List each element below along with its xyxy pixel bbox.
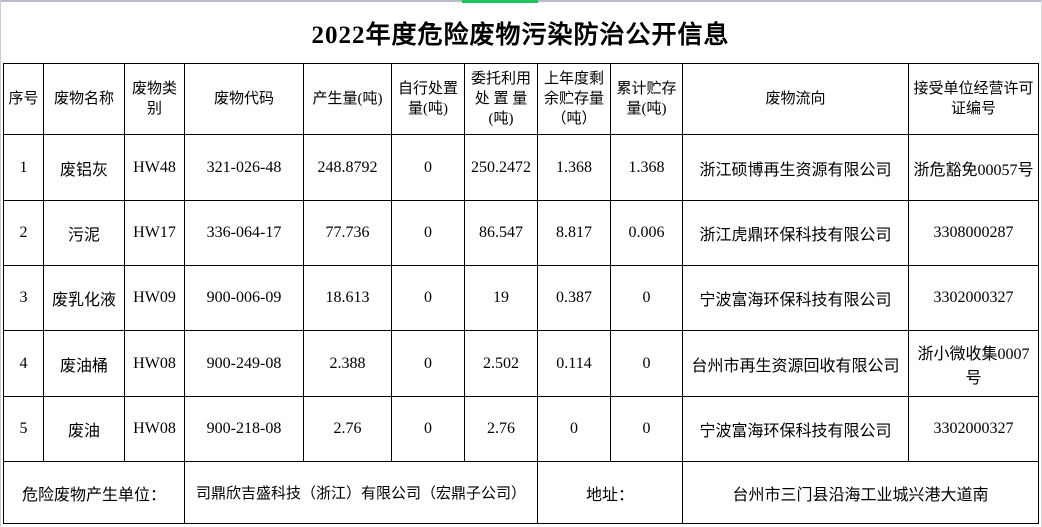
cell-waste-flow: 宁波富海环保科技有限公司 <box>682 265 909 331</box>
col-header-waste-code: 废物代码 <box>184 63 304 135</box>
producer-label-cell: 危险废物产生单位： <box>3 461 185 524</box>
green-accent-bar <box>462 0 538 3</box>
cell-permit-number: 3302000327 <box>908 265 1039 331</box>
cell-waste-flow: 浙江虎鼎环保科技有限公司 <box>682 200 909 266</box>
col-header-generated-amount: 产生量(吨) <box>303 63 392 135</box>
page-left-edge <box>0 0 1 527</box>
cell-waste-category: HW17 <box>124 200 185 266</box>
cell-previous-storage: 1.368 <box>537 134 611 201</box>
col-header-self-disposal-amount: 自行处置 量(吨) <box>391 63 465 135</box>
cell-previous-storage: 0 <box>537 396 611 462</box>
cell-permit-number: 浙危豁免00057号 <box>908 134 1039 201</box>
col-header-serial: 序号 <box>3 63 44 135</box>
cell-generated-amount: 77.736 <box>303 200 392 266</box>
col-header-waste-name: 废物名称 <box>43 63 125 135</box>
hazardous-waste-table: 序号 废物名称 废物类 别 废物代码 产生量(吨) 自行处置 量(吨) 委托利用… <box>3 63 1039 524</box>
col-header-previous-year-storage: 上年度剩 余贮存量 （吨） <box>537 63 611 135</box>
cell-entrusted-disposal: 19 <box>464 265 538 331</box>
cell-previous-storage: 8.817 <box>537 200 611 266</box>
table-row: 2 污泥 HW17 336-064-17 77.736 0 86.547 8.8… <box>3 200 1039 266</box>
cell-generated-amount: 18.613 <box>303 265 392 331</box>
cell-waste-category: HW08 <box>124 396 185 462</box>
cell-entrusted-disposal: 86.547 <box>464 200 538 266</box>
cell-generated-amount: 248.8792 <box>303 134 392 201</box>
cell-cumulative-storage: 0 <box>610 265 683 331</box>
cell-waste-flow: 宁波富海环保科技有限公司 <box>682 396 909 462</box>
cell-self-disposal: 0 <box>391 134 465 201</box>
cell-waste-flow: 台州市再生资源回收有限公司 <box>682 330 909 397</box>
cell-serial: 1 <box>3 134 44 201</box>
col-header-cumulative-storage: 累计贮存 量(吨) <box>610 63 683 135</box>
cell-cumulative-storage: 0 <box>610 330 683 397</box>
cell-self-disposal: 0 <box>391 200 465 266</box>
footer-row: 危险废物产生单位： 司鼎欣吉盛科技（浙江）有限公司（宏鼎子公司） 地址： 台州市… <box>3 461 1039 524</box>
cell-waste-name: 废乳化液 <box>43 265 125 331</box>
table-row: 3 废乳化液 HW09 900-006-09 18.613 0 19 0.387… <box>3 265 1039 331</box>
cell-waste-code: 900-249-08 <box>184 330 304 397</box>
cell-self-disposal: 0 <box>391 265 465 331</box>
cell-cumulative-storage: 1.368 <box>610 134 683 201</box>
col-header-permit-number: 接受单位经营许可 证编号 <box>908 63 1039 135</box>
cell-permit-number: 3302000327 <box>908 396 1039 462</box>
cell-permit-number: 3308000287 <box>908 200 1039 266</box>
cell-waste-code: 321-026-48 <box>184 134 304 201</box>
cell-waste-name: 废油桶 <box>43 330 125 397</box>
cell-entrusted-disposal: 2.76 <box>464 396 538 462</box>
cell-permit-number: 浙小微收集0007号 <box>908 330 1039 397</box>
cell-serial: 4 <box>3 330 44 397</box>
cell-self-disposal: 0 <box>391 330 465 397</box>
cell-serial: 2 <box>3 200 44 266</box>
cell-cumulative-storage: 0 <box>610 396 683 462</box>
producer-value-cell: 司鼎欣吉盛科技（浙江）有限公司（宏鼎子公司） <box>184 461 538 524</box>
table-row: 4 废油桶 HW08 900-249-08 2.388 0 2.502 0.11… <box>3 330 1039 397</box>
cell-waste-category: HW48 <box>124 134 185 201</box>
cell-previous-storage: 0.387 <box>537 265 611 331</box>
col-header-entrusted-disposal-amount: 委托利用 处 置 量 (吨) <box>464 63 538 135</box>
cell-waste-category: HW08 <box>124 330 185 397</box>
table-row: 5 废油 HW08 900-218-08 2.76 0 2.76 0 0 宁波富… <box>3 396 1039 462</box>
header-row: 序号 废物名称 废物类 别 废物代码 产生量(吨) 自行处置 量(吨) 委托利用… <box>3 63 1039 135</box>
cell-waste-name: 废铝灰 <box>43 134 125 201</box>
cell-waste-name: 废油 <box>43 396 125 462</box>
address-value-cell: 台州市三门县沿海工业城兴港大道南 <box>682 461 1039 524</box>
cell-waste-flow: 浙江硕博再生资源有限公司 <box>682 134 909 201</box>
cell-generated-amount: 2.76 <box>303 396 392 462</box>
cell-generated-amount: 2.388 <box>303 330 392 397</box>
table-row: 1 废铝灰 HW48 321-026-48 248.8792 0 250.247… <box>3 134 1039 201</box>
title-band: 2022年度危险废物污染防治公开信息 <box>3 0 1038 63</box>
col-header-waste-category: 废物类 别 <box>124 63 185 135</box>
cell-self-disposal: 0 <box>391 396 465 462</box>
cell-waste-category: HW09 <box>124 265 185 331</box>
cell-previous-storage: 0.114 <box>537 330 611 397</box>
cell-serial: 3 <box>3 265 44 331</box>
address-label-cell: 地址： <box>537 461 683 524</box>
page-title: 2022年度危险废物污染防治公开信息 <box>311 21 730 49</box>
cell-serial: 5 <box>3 396 44 462</box>
cell-waste-code: 900-218-08 <box>184 396 304 462</box>
col-header-waste-flow: 废物流向 <box>682 63 909 135</box>
cell-entrusted-disposal: 250.2472 <box>464 134 538 201</box>
cell-cumulative-storage: 0.006 <box>610 200 683 266</box>
cell-entrusted-disposal: 2.502 <box>464 330 538 397</box>
cell-waste-name: 污泥 <box>43 200 125 266</box>
cell-waste-code: 336-064-17 <box>184 200 304 266</box>
cell-waste-code: 900-006-09 <box>184 265 304 331</box>
